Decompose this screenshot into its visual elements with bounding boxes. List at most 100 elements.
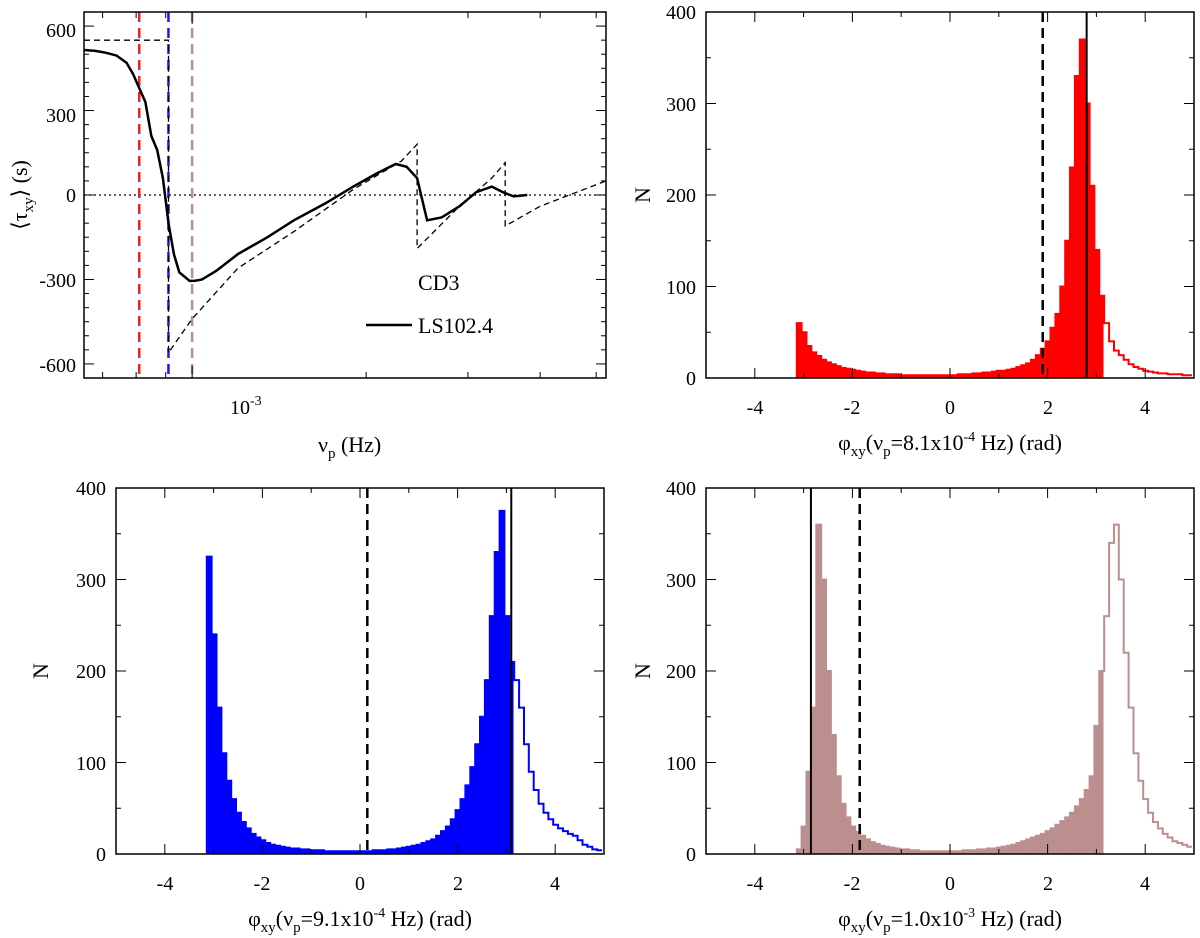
histogram-bar [957,374,963,378]
histogram-bar [421,843,427,854]
histogram-bar [874,373,881,378]
histogram-step-outline [795,523,1192,854]
histogram-bar [811,707,817,854]
panel-tau-vs-frequency: 600 300 0 -300 -600 10-3 νp (Hz) ⟨τxy⟩ (… [7,11,607,462]
y-tick-label: -300 [39,270,76,292]
histogram-bar [206,556,212,854]
histogram-bar [465,785,471,854]
histogram-bar [397,848,403,854]
histogram-bar [879,373,885,378]
histogram-bar [801,332,807,378]
histogram-bar [816,524,822,854]
histogram-bar [372,850,378,854]
histogram-bar [1021,365,1027,378]
histogram-bar [816,356,822,378]
histogram-bar [260,840,266,854]
histogram-bar [850,826,856,854]
plot-frame [115,487,605,855]
histogram-bar [948,375,954,378]
histogram-bar [830,735,837,854]
histogram-bar [987,372,993,378]
histogram-bar [343,851,349,854]
histogram-bar [909,850,915,854]
histogram-bar [806,771,812,854]
histogram-bar [1026,363,1032,378]
histogram-bar [426,841,432,854]
histogram-bar [899,375,905,378]
y-tick-label: 100 [666,277,696,299]
histogram-bar [918,375,924,378]
histogram-bar [967,374,973,378]
histogram-bar [957,851,963,854]
histogram-bar [918,851,924,854]
histogram-bar [319,850,325,854]
histogram-step-outline [205,509,602,854]
histogram-bar [1060,821,1066,854]
histogram-bar [401,847,408,854]
histogram-bar [928,851,934,854]
histogram-bar [382,850,388,854]
histogram-bar [811,352,817,378]
y-tick-label: 400 [666,478,696,500]
histogram-bar [265,843,271,854]
histogram-bar [1040,833,1046,854]
histogram-bar [840,803,846,854]
histogram-bar [1065,240,1071,378]
histogram-bar [1011,844,1017,854]
histogram-bar [445,826,452,854]
x-tick-label: 2 [453,873,463,895]
histogram-bar [952,375,959,378]
x-axis-label: φxy(νp=1.0x10-3 Hz) (rad) [838,906,1062,936]
histogram-bar [460,799,466,854]
y-tick-label: 100 [76,753,106,775]
plot-frame [705,487,1195,855]
y-tick-label: 200 [666,185,696,207]
histogram-bar [1050,828,1056,854]
x-tick-label: -4 [157,873,174,895]
histogram-bar [835,366,841,378]
histogram-bar [231,799,237,854]
histogram-bar [499,510,505,854]
histogram-bar [226,780,232,854]
histogram-bar [821,579,827,854]
histogram-bar [1094,725,1100,854]
histogram-bar [952,851,959,854]
x-tick-label: 2 [1043,397,1053,419]
y-tick-label: 300 [46,105,76,127]
histogram-bar [480,716,486,854]
x-axis-label: νp (Hz) [318,432,381,462]
y-axis-label: ⟨τxy⟩ (s) [7,160,37,230]
model-curve-dashed [84,39,606,355]
histogram-bar [304,849,310,854]
y-tick-label: 300 [666,94,696,116]
histogram-bar [275,845,281,854]
histogram-bar [796,849,802,854]
histogram-bar [484,680,491,854]
x-tick-label: 4 [1140,873,1150,895]
histogram-bar [801,826,807,854]
histogram-bar [938,375,944,378]
histogram-bar [1021,841,1027,854]
histogram-bar [874,843,881,854]
x-tick-label: -2 [844,873,861,895]
histogram-bar [392,849,398,854]
histogram-bar [865,839,871,854]
histogram-bar [338,851,344,854]
histogram-bar [904,375,910,378]
histogram-bar [982,372,988,378]
histogram-bar [289,848,295,854]
histogram-bar [1074,76,1081,378]
histogram-bar [938,851,944,854]
histogram-bar [411,845,417,854]
x-tick-label: 0 [945,873,955,895]
histogram-bar [1099,295,1104,378]
histogram-bar [294,848,300,854]
x-tick-label: -2 [254,873,271,895]
histogram-bar [894,848,900,854]
histogram-bar [299,849,305,854]
histogram-bar [884,846,890,854]
histogram-bar [358,851,364,854]
histogram-bar [1045,831,1051,854]
histogram-bar [250,833,256,854]
